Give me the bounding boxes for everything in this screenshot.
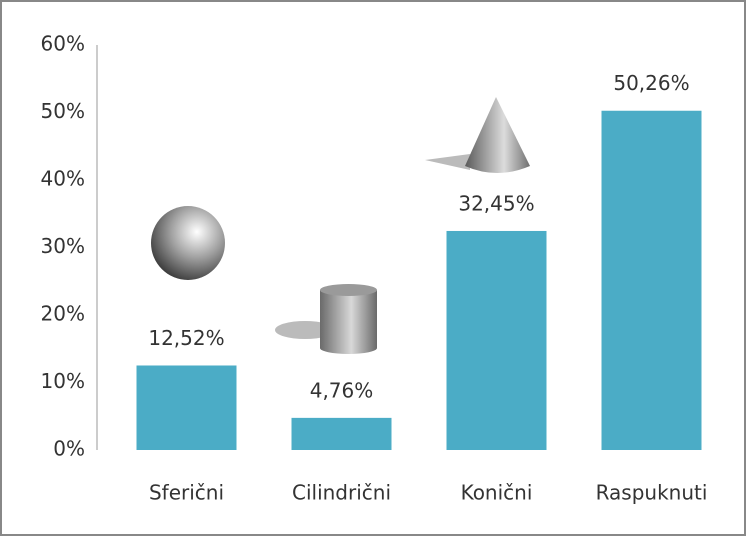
bar [291, 417, 392, 450]
value-label: 12,52% [148, 326, 224, 350]
y-tick-label: 20% [41, 302, 85, 326]
x-tick-label: Konični [461, 481, 533, 505]
x-tick-label: Sferični [149, 481, 224, 505]
cylinder-icon [320, 290, 377, 348]
y-tick-label: 60% [41, 32, 85, 56]
y-tick-label: 10% [41, 369, 85, 393]
y-tick-label: 0% [53, 437, 85, 461]
y-tick-label: 50% [41, 99, 85, 123]
decorations [151, 97, 530, 354]
shadow [425, 154, 470, 170]
x-tick-label: Raspuknuti [596, 481, 708, 505]
cone-icon [465, 97, 530, 173]
value-label: 4,76% [310, 378, 374, 402]
cylinder-top [320, 284, 377, 296]
y-tick-label: 30% [41, 234, 85, 258]
cylinder-bottom [320, 342, 377, 354]
x-tick-label: Cilindrični [292, 481, 391, 505]
bar [136, 365, 237, 450]
value-label: 50,26% [613, 71, 689, 95]
y-tick-label: 40% [41, 167, 85, 191]
sphere-icon [151, 206, 225, 280]
bar [601, 110, 702, 451]
value-label: 32,45% [458, 191, 534, 215]
bar [446, 230, 547, 450]
